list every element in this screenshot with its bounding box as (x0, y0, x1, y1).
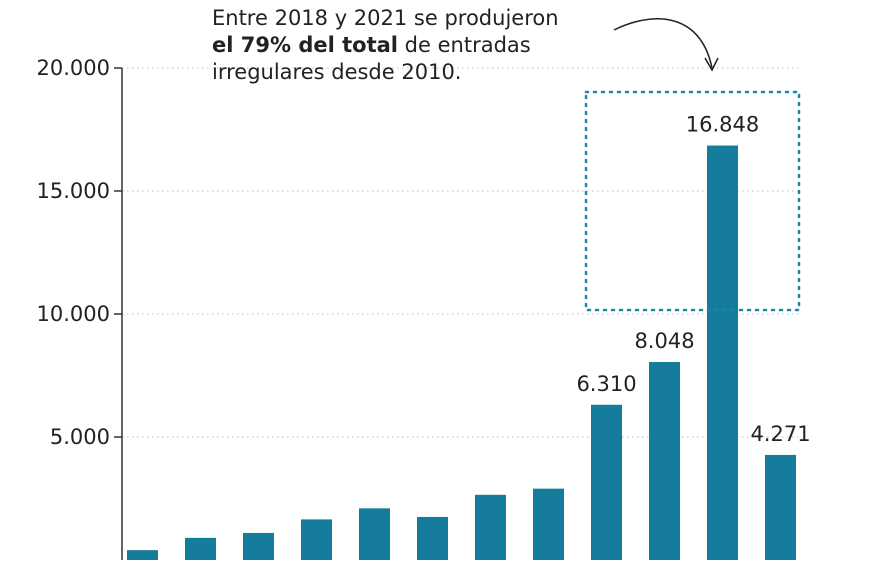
annotation-line-3: irregulares desde 2010. (212, 60, 461, 84)
y-tick-label: 10.000 (37, 302, 110, 326)
annotation-arrow (613, 18, 719, 72)
bar-9 (591, 404, 622, 560)
annotation-line-1: Entre 2018 y 2021 se produjeron (212, 6, 559, 30)
bar-1 (127, 550, 158, 560)
data-label-10: 8.048 (634, 329, 694, 353)
y-tick-label: 15.000 (37, 179, 110, 203)
arrow-head (704, 57, 719, 72)
y-tick-label: 5.000 (50, 425, 110, 449)
data-label-12: 4.271 (750, 422, 810, 446)
bar-7 (475, 494, 506, 560)
bar-8 (533, 488, 564, 560)
bar-12 (765, 454, 796, 560)
highlight-box (584, 90, 801, 312)
bar-6 (417, 516, 448, 560)
y-axis-ticks: 5.000 10.000 15.000 20.000 (37, 56, 122, 449)
annotation-line-2: el 79% del total de entradas (212, 33, 531, 57)
data-label-11: 16.848 (686, 113, 759, 137)
bar-5 (359, 508, 390, 560)
bar-11 (707, 145, 738, 561)
annotation-bold-text: el 79% del total (212, 33, 398, 57)
annotation-line-2-rest: de entradas (398, 33, 531, 57)
data-labels: 6.310 8.048 16.848 4.271 (576, 113, 810, 446)
data-label-9: 6.310 (576, 372, 636, 396)
bar-10 (649, 362, 680, 560)
bar-4 (301, 519, 332, 560)
bar-3 (243, 532, 274, 560)
annotation: Entre 2018 y 2021 se produjeron el 79% d… (212, 6, 559, 84)
bars (127, 145, 796, 561)
arrow-curve (613, 18, 713, 69)
bar-2 (185, 537, 216, 560)
gridlines (122, 67, 800, 438)
y-tick-label: 20.000 (37, 56, 110, 80)
